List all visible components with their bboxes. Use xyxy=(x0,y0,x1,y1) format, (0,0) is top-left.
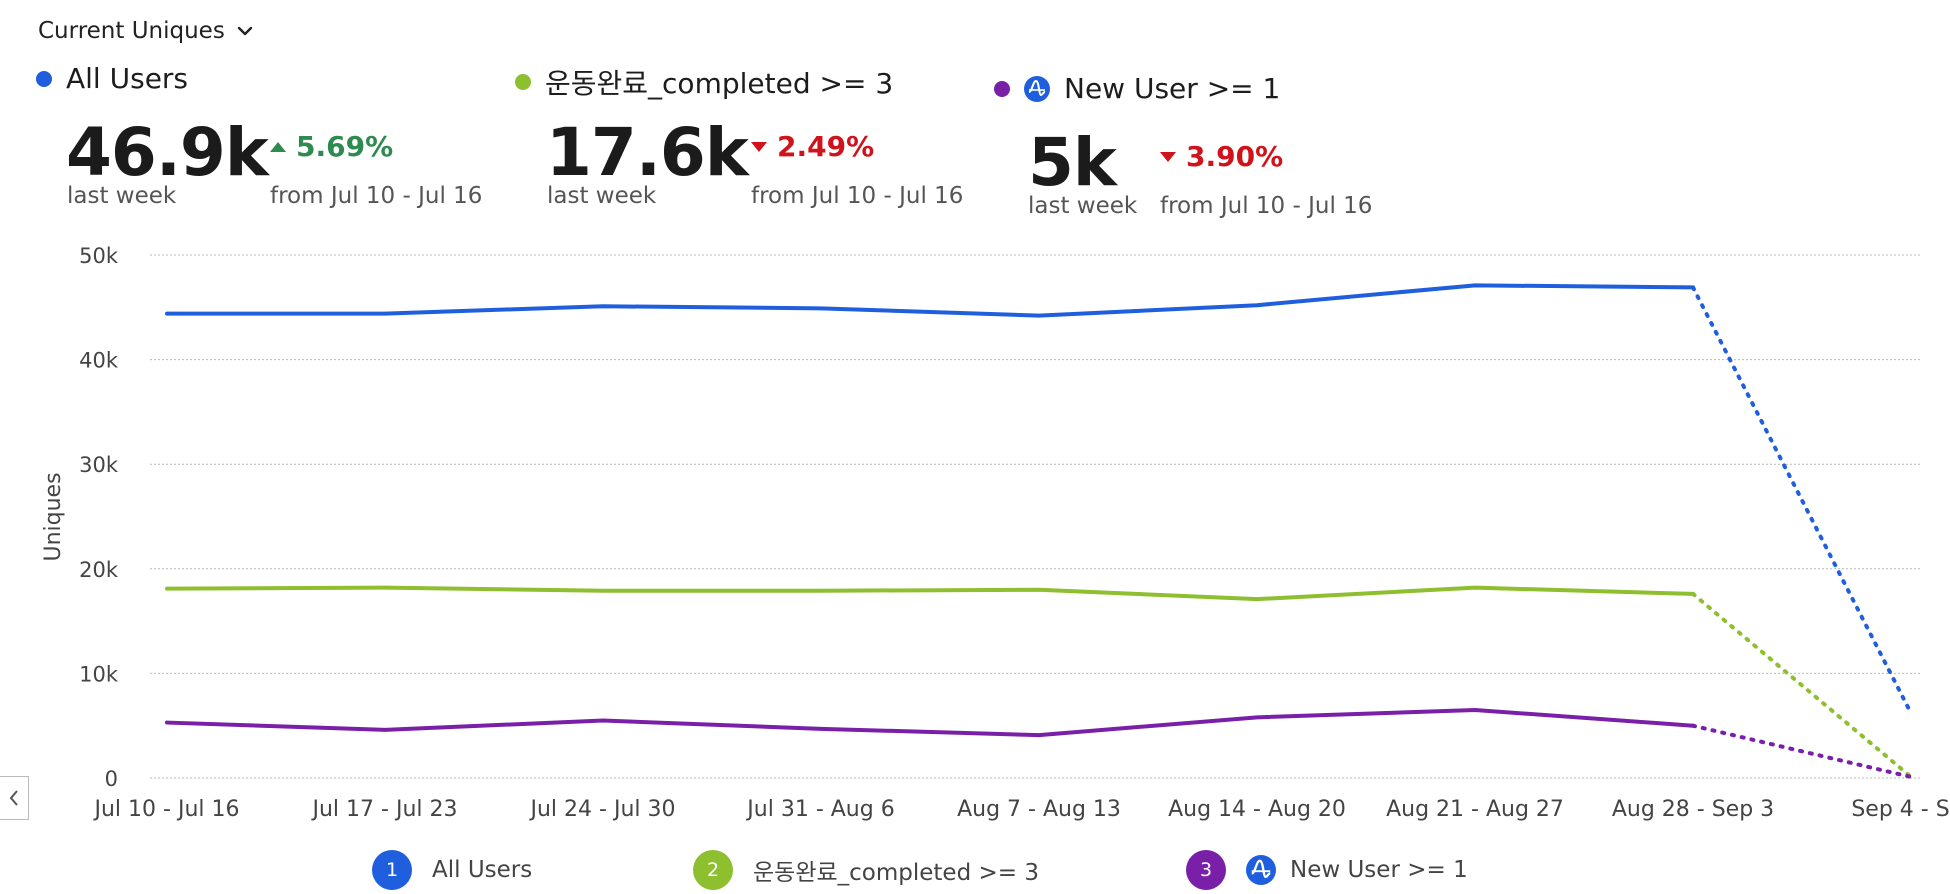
y-axis-label: Uniques xyxy=(41,472,66,561)
x-tick-label: Aug 28 - Sep 3 xyxy=(1612,797,1774,822)
metric-value: 5k xyxy=(1028,124,1117,201)
data-point xyxy=(383,586,387,590)
metric-period: last week xyxy=(1028,193,1138,219)
metric-change: 5.69% xyxy=(270,130,393,163)
series-line xyxy=(165,283,1695,318)
chart-legend: 1 All Users 2 운동완료_completed >= 3 3 New … xyxy=(0,850,1950,894)
series-color-dot xyxy=(994,80,1010,97)
metric-comparison-range: from Jul 10 - Jul 16 xyxy=(751,183,964,209)
metric-change-value: 2.49% xyxy=(777,130,875,163)
legend-label: 운동완료_completed >= 3 xyxy=(753,860,1039,886)
metric-name: All Users xyxy=(66,62,189,95)
y-tick-label: 10k xyxy=(79,662,119,686)
metric-value: 46.9k xyxy=(66,114,269,191)
data-point xyxy=(165,721,169,725)
data-point xyxy=(1691,592,1695,596)
legend-item-workout-completed[interactable]: 2 운동완료_completed >= 3 xyxy=(693,850,1039,890)
metric-comparison-range: from Jul 10 - Jul 16 xyxy=(270,183,483,209)
data-point xyxy=(1473,708,1477,712)
metric-change: 3.90% xyxy=(1160,140,1283,173)
data-point xyxy=(601,718,605,722)
data-point xyxy=(1255,597,1259,601)
data-point xyxy=(165,587,169,591)
data-point xyxy=(383,312,387,316)
collapse-panel-button[interactable] xyxy=(0,776,29,820)
chevron-down-icon xyxy=(237,26,253,36)
up-arrow-icon xyxy=(270,141,286,152)
y-tick-label: 20k xyxy=(79,558,119,582)
x-tick-label: Jul 10 - Jul 16 xyxy=(93,797,240,822)
dropdown-label: Current Uniques xyxy=(38,18,225,44)
data-point xyxy=(1037,314,1041,318)
legend-label: All Users xyxy=(432,857,533,883)
series-number-badge: 2 xyxy=(693,850,733,890)
x-tick-label: Jul 31 - Aug 6 xyxy=(745,797,894,822)
data-point xyxy=(1909,775,1913,779)
series-line-incomplete xyxy=(1691,723,1913,779)
x-tick-label: Aug 21 - Aug 27 xyxy=(1386,797,1564,822)
metric-change: 2.49% xyxy=(751,130,874,163)
series-line xyxy=(165,708,1695,738)
metric-value: 17.6k xyxy=(546,114,749,191)
metric-name: New User >= 1 xyxy=(1064,72,1281,105)
series-color-dot xyxy=(36,70,52,87)
y-tick-label: 50k xyxy=(79,244,119,268)
legend-item-new-user[interactable]: 3 New User >= 1 xyxy=(1186,850,1468,890)
metric-card-new-user[interactable]: New User >= 1 5k last week 3.90% from Ju… xyxy=(994,72,1454,222)
data-point xyxy=(165,312,169,316)
data-point xyxy=(819,306,823,310)
data-point xyxy=(1473,586,1477,590)
data-point xyxy=(601,589,605,593)
data-point xyxy=(1691,724,1695,728)
data-point xyxy=(1037,733,1041,737)
legend-label: New User >= 1 xyxy=(1290,857,1468,883)
x-tick-label: Jul 17 - Jul 23 xyxy=(311,797,458,822)
series-line xyxy=(165,585,1695,602)
metric-period: last week xyxy=(547,183,657,209)
down-arrow-icon xyxy=(751,141,767,152)
series-color-dot xyxy=(515,74,531,90)
amplitude-logo-icon xyxy=(1024,75,1050,102)
metric-card-all-users[interactable]: All Users 46.9k last week 5.69% from Jul… xyxy=(36,62,496,212)
data-point xyxy=(1037,588,1041,592)
y-tick-label: 40k xyxy=(79,349,119,373)
chevron-left-icon xyxy=(9,790,18,806)
x-tick-label: Sep 4 - S... xyxy=(1851,797,1950,822)
metric-type-dropdown[interactable]: Current Uniques xyxy=(38,18,255,44)
metric-comparison-range: from Jul 10 - Jul 16 xyxy=(1160,193,1373,219)
data-point xyxy=(1473,283,1477,287)
amplitude-logo-icon xyxy=(1246,855,1276,885)
x-tick-label: Aug 14 - Aug 20 xyxy=(1168,797,1346,822)
metric-name: 운동완료_completed >= 3 xyxy=(545,67,894,100)
series-line-incomplete xyxy=(1691,591,1913,779)
y-tick-label: 30k xyxy=(79,453,119,477)
metric-change-value: 3.90% xyxy=(1186,140,1284,173)
line-chart[interactable]: 0 10k 20k 30k 40k 50k Uniques Jul 10 - Jul 16 Ju… xyxy=(0,230,1950,830)
down-arrow-icon xyxy=(1160,151,1176,162)
metric-change-value: 5.69% xyxy=(296,130,394,163)
data-point xyxy=(1255,715,1259,719)
y-tick-label: 0 xyxy=(105,767,118,791)
series-number-badge: 3 xyxy=(1186,850,1226,890)
data-point xyxy=(819,727,823,731)
x-tick-label: Aug 7 - Aug 13 xyxy=(957,797,1121,822)
series-line-incomplete xyxy=(1691,285,1913,716)
metric-period: last week xyxy=(67,183,177,209)
data-point xyxy=(601,304,605,308)
series-number-badge: 1 xyxy=(372,850,412,890)
legend-item-all-users[interactable]: 1 All Users xyxy=(372,850,532,890)
data-point xyxy=(1691,285,1695,289)
data-point xyxy=(1255,303,1259,307)
metric-card-workout-completed[interactable]: 운동완료_completed >= 3 17.6k last week 2.49… xyxy=(515,62,975,212)
x-tick-label: Jul 24 - Jul 30 xyxy=(529,797,676,822)
data-point xyxy=(383,728,387,732)
data-point xyxy=(819,589,823,593)
data-point xyxy=(1909,711,1913,715)
